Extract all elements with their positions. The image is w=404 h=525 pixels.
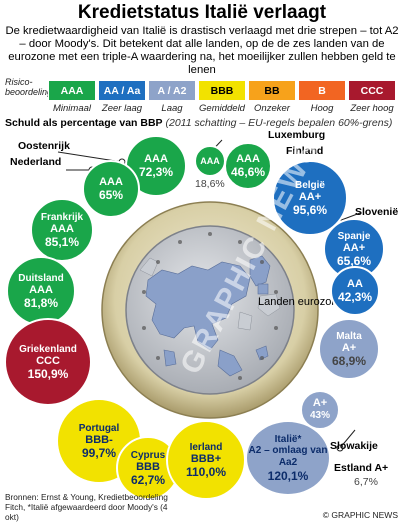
pct-nederland: 65%	[98, 188, 124, 202]
pct-luxemburg: 18,6%	[195, 178, 225, 190]
rating-griekenland: CCC	[36, 354, 60, 367]
label-italie: Italië*	[274, 433, 302, 445]
legend-name-b: Hoog	[310, 103, 334, 114]
legend-box-aaa: AAA	[48, 80, 96, 101]
rating-slowakije: A+	[312, 397, 328, 409]
credit: © GRAPHIC NEWS	[322, 510, 398, 520]
label-frankrijk: Frankrijk	[40, 211, 84, 223]
bubble-duitsland: Duitsland AAA 81,8%	[6, 256, 76, 326]
pct-malta: 68,9%	[331, 353, 367, 368]
label-estland: Estland A+	[334, 462, 389, 474]
label-duitsland: Duitsland	[18, 272, 64, 284]
rating-cyprus: BBB	[136, 460, 160, 473]
pct-slowakije: 43%	[309, 410, 330, 421]
label-malta: Malta	[336, 330, 362, 342]
legend-name-ccc: Zeer hoog	[350, 103, 394, 114]
legend-name-a: Laag	[161, 103, 183, 114]
pct-frankrijk: 85,1%	[44, 234, 80, 249]
pct-italie: 120,1%	[267, 468, 309, 483]
bubble-italie: Italië* A2 – omlaag van Aa2 120,1%	[245, 420, 331, 496]
label-portugal: Portugal	[78, 422, 120, 434]
pct-slovenie: 42,3%	[337, 290, 373, 304]
bubble-nederland: AAA 65%	[82, 160, 140, 218]
rating-portugal: BBB-	[85, 433, 113, 446]
label-belgie: België	[294, 179, 325, 191]
legend-name-bb: Onzeker	[254, 103, 290, 114]
pct-spanje: 65,6%	[336, 253, 372, 268]
legend-box-b: B	[298, 80, 346, 101]
pct-oostenrijk: 72,3%	[138, 165, 174, 179]
rating-italie: A2 – omlaag van Aa2	[248, 444, 328, 468]
bubble-oostenrijk: AAA 72,3%	[125, 135, 187, 197]
rating-ierland: BBB+	[190, 452, 222, 465]
subtitle-note: (2011 schatting – EU-regels bepalen 60%-…	[165, 117, 393, 129]
legend-name-aaa: Minimaal	[52, 103, 91, 114]
subtitle-bold: Schuld als percentage van BBP	[5, 117, 163, 129]
bubble-luxemburg: AAA	[194, 145, 226, 177]
legend-name-bbb: Gemiddeld	[199, 103, 245, 114]
bubble-ierland: Ierland BBB+ 110,0%	[166, 420, 246, 500]
legend-label: Risico-beoordeling	[5, 77, 53, 97]
legend-box-a: A / A2	[148, 80, 196, 101]
rating-duitsland: AAA	[29, 283, 53, 296]
pct-portugal: 99,7%	[81, 445, 117, 460]
bubble-frankrijk: Frankrijk AAA 85,1%	[30, 198, 94, 262]
label-oostenrijk: Oostenrijk	[18, 140, 70, 152]
bubble-belgie: België AA+ 95,6%	[272, 160, 348, 236]
label-finland: Finland	[286, 145, 324, 157]
rating-belgie: AA+	[298, 190, 322, 203]
source-note: Bronnen: Ernst & Young, Kredietbeoordeli…	[5, 492, 168, 522]
pct-finland: 46,6%	[230, 165, 266, 179]
rating-nederland: AAA	[99, 176, 123, 188]
label-ierland: Ierland	[189, 441, 223, 453]
bubble-finland: AAA 46,6%	[224, 142, 272, 190]
page-title: Kredietstatus Italië verlaagt	[77, 2, 327, 23]
label-slovenie: Slovenië	[355, 206, 399, 218]
bubble-malta: Malta A+ 68,9%	[318, 318, 380, 380]
label-nederland: Nederland	[10, 156, 62, 168]
rating-malta: A+	[341, 341, 357, 354]
rating-luxemburg: AAA	[200, 156, 220, 166]
legend-box-bbb: BBB	[198, 80, 246, 101]
legend-box-bb: BB	[248, 80, 296, 101]
bubble-griekenland: Griekenland CCC 150,9%	[4, 318, 92, 406]
rating-frankrijk: AAA	[50, 222, 74, 235]
rating-slovenie: AA	[347, 278, 363, 290]
chart-subtitle: Schuld als percentage van BBP (2011 scha…	[5, 117, 401, 129]
intro-text: De kredietwaardigheid van Italië is dras…	[5, 25, 399, 76]
label-slowakije: Slowakije	[330, 440, 378, 452]
pct-ierland: 110,0%	[185, 464, 227, 479]
rating-oostenrijk: AAA	[144, 153, 168, 165]
pct-griekenland: 150,9%	[27, 366, 69, 381]
rating-finland: AAA	[236, 153, 260, 165]
euro-coin-map	[101, 201, 319, 419]
label-griekenland: Griekenland	[19, 343, 77, 355]
rating-spanje: AA+	[342, 241, 366, 254]
bubble-slovenie: AA 42,3%	[330, 266, 380, 316]
pct-cyprus: 62,7%	[130, 472, 166, 487]
label-cyprus: Cyprus	[130, 449, 166, 461]
bubble-slowakije: A+ 43%	[300, 390, 340, 430]
legend-name-aa: Zeer laag	[101, 103, 143, 114]
pct-estland: 6,7%	[354, 476, 378, 488]
pct-belgie: 95,6%	[292, 202, 328, 217]
legend-box-ccc: CCC	[348, 80, 396, 101]
label-spanje: Spanje	[337, 230, 371, 242]
label-luxemburg: Luxemburg	[268, 129, 326, 141]
pct-duitsland: 81,8%	[23, 295, 59, 310]
legend-box-aa: AA / Aa	[98, 80, 146, 101]
